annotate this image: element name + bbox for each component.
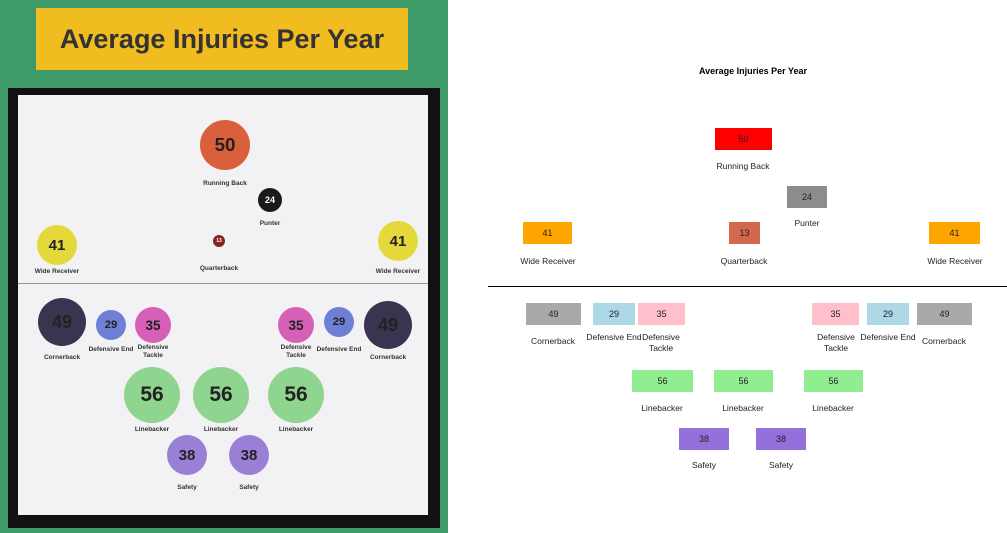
player-label: Punter xyxy=(794,218,820,228)
divider xyxy=(488,286,1007,287)
player-circle: 41 xyxy=(37,225,77,265)
player-circle: 13 xyxy=(213,235,225,247)
player-label: Cornerback xyxy=(531,336,575,346)
player-circle: 35 xyxy=(135,307,171,343)
player-label: Running Back xyxy=(716,161,770,171)
player-box: 24 xyxy=(787,186,827,208)
player-box: 38 xyxy=(756,428,806,450)
player-box: 56 xyxy=(804,370,863,392)
player-label: Defensive End xyxy=(860,332,916,342)
player-label: Cornerback xyxy=(922,336,966,346)
player-circle: 29 xyxy=(96,310,126,340)
player-label: Linebacker xyxy=(278,426,314,433)
player-circle: 56 xyxy=(193,367,249,423)
player-label: Defensive End xyxy=(316,346,362,353)
player-circle: 41 xyxy=(378,221,418,261)
player-circle: 49 xyxy=(364,301,412,349)
diagram-title: Average Injuries Per Year xyxy=(698,66,808,76)
player-box: 13 xyxy=(729,222,760,244)
player-label: Defensive Tackle xyxy=(642,332,680,353)
player-label: Safety xyxy=(239,484,259,491)
player-label: Safety xyxy=(691,460,717,470)
player-label: Linebacker xyxy=(722,403,764,413)
player-box: 49 xyxy=(526,303,581,325)
player-circle: 56 xyxy=(124,367,180,423)
player-label: Quarterback xyxy=(720,256,768,266)
player-label: Linebacker xyxy=(134,426,170,433)
player-circle: 50 xyxy=(200,120,250,170)
player-circle: 35 xyxy=(278,307,314,343)
player-label: Safety xyxy=(768,460,794,470)
player-circle: 24 xyxy=(258,188,282,212)
player-circle: 56 xyxy=(268,367,324,423)
player-label: Linebacker xyxy=(812,403,854,413)
player-box: 35 xyxy=(638,303,685,325)
player-box: 41 xyxy=(929,222,980,244)
player-label: Wide Receiver xyxy=(927,256,983,266)
player-label: Defensive End xyxy=(88,346,134,353)
player-circle: 38 xyxy=(229,435,269,475)
player-box: 49 xyxy=(917,303,972,325)
player-box: 29 xyxy=(593,303,635,325)
player-circle: 38 xyxy=(167,435,207,475)
player-box: 56 xyxy=(632,370,693,392)
diagram: Average Injuries Per Year xyxy=(448,0,1007,533)
player-label: Linebacker xyxy=(203,426,239,433)
player-label: Defensive Tackle xyxy=(817,332,855,353)
banner-title: Average Injuries Per Year xyxy=(36,8,408,70)
player-label: Linebacker xyxy=(641,403,683,413)
player-label: Cornerback xyxy=(43,354,81,361)
player-circle: 49 xyxy=(38,298,86,346)
player-label: Defensive Tackle xyxy=(137,344,169,359)
fold-line xyxy=(18,283,428,284)
player-label: Wide Receiver xyxy=(520,256,576,266)
player-label: Quarterback xyxy=(199,265,239,272)
player-box: 29 xyxy=(867,303,909,325)
player-label: Wide Receiver xyxy=(375,268,421,275)
player-circle: 29 xyxy=(324,307,354,337)
player-box: 38 xyxy=(679,428,729,450)
player-box: 35 xyxy=(812,303,859,325)
player-label: Cornerback xyxy=(369,354,407,361)
player-label: Defensive Tackle xyxy=(280,344,312,359)
player-label: Punter xyxy=(259,220,281,227)
player-box: 56 xyxy=(714,370,773,392)
player-box: 50 xyxy=(715,128,772,150)
player-box: 41 xyxy=(523,222,572,244)
player-label: Defensive End xyxy=(586,332,642,342)
player-label: Running Back xyxy=(203,180,247,187)
player-label: Wide Receiver xyxy=(34,268,80,275)
player-label: Safety xyxy=(177,484,197,491)
